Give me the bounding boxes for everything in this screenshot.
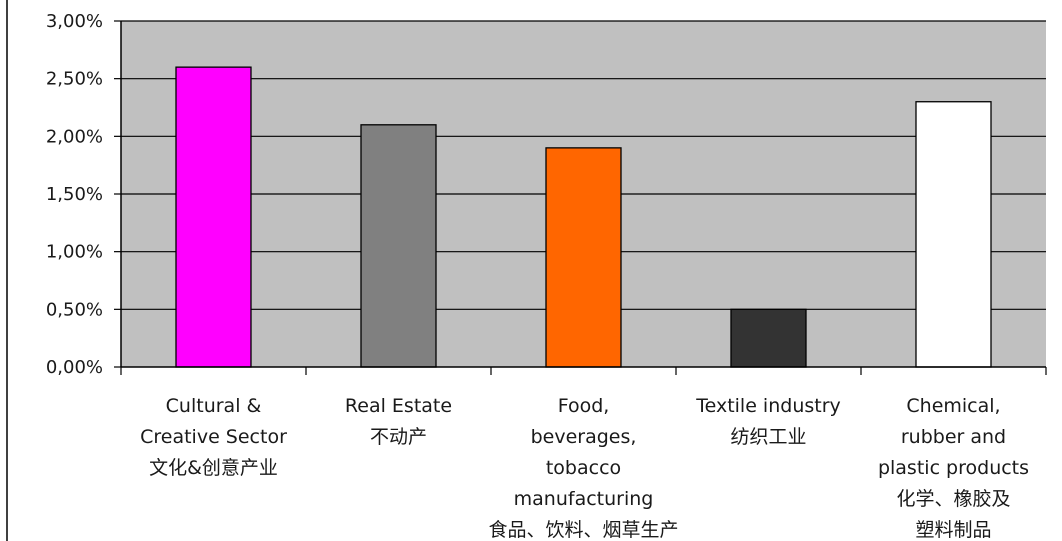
category-label-line: Cultural & — [166, 395, 262, 417]
bars — [175, 66, 992, 368]
category-label-line: beverages, — [531, 426, 637, 448]
y-tick-label: 1,00% — [46, 242, 103, 263]
category-label-line: Creative Sector — [140, 426, 287, 448]
y-tick-label: 0,00% — [46, 357, 103, 378]
bar — [545, 147, 622, 368]
category-label-line: 食品、饮料、烟草生产 — [488, 519, 678, 541]
y-tick-label: 0,50% — [46, 299, 103, 320]
category-labels: Cultural & Creative Sector 文化&创意产业 Real Est… — [140, 395, 1029, 541]
category-label-line: rubber and — [901, 426, 1006, 448]
y-tick-label: 2,50% — [46, 69, 103, 90]
category-label-line: 化学、橡胶及 — [896, 488, 1010, 510]
category-label-line: 文化&创意产业 — [149, 457, 278, 479]
category-label-line: 塑料制品 — [915, 519, 991, 541]
y-tick-label: 2,00% — [46, 126, 103, 147]
bar — [730, 308, 807, 368]
category-label-line: plastic products — [878, 457, 1029, 479]
category-label-line: Food, — [558, 395, 610, 417]
y-tick-label: 3,00% — [46, 11, 103, 32]
category-label-line: Chemical, — [906, 395, 1000, 417]
x-axis-ticks — [120, 367, 1047, 375]
y-axis-ticks: 0,00% 0,50% 1,00% 1,50% 2,00% 2,50% 3,00% — [46, 11, 121, 378]
bar — [915, 101, 992, 368]
category-label-line: Textile industry — [695, 395, 841, 417]
bar — [360, 124, 437, 368]
bar — [175, 66, 252, 368]
y-tick-label: 1,50% — [46, 184, 103, 205]
category-label-line: tobacco — [546, 457, 621, 479]
category-label-line: 纺织工业 — [730, 426, 806, 448]
category-label-line: 不动产 — [370, 426, 427, 448]
category-label-line: manufacturing — [514, 488, 654, 510]
category-label-line: Real Estate — [345, 395, 452, 417]
